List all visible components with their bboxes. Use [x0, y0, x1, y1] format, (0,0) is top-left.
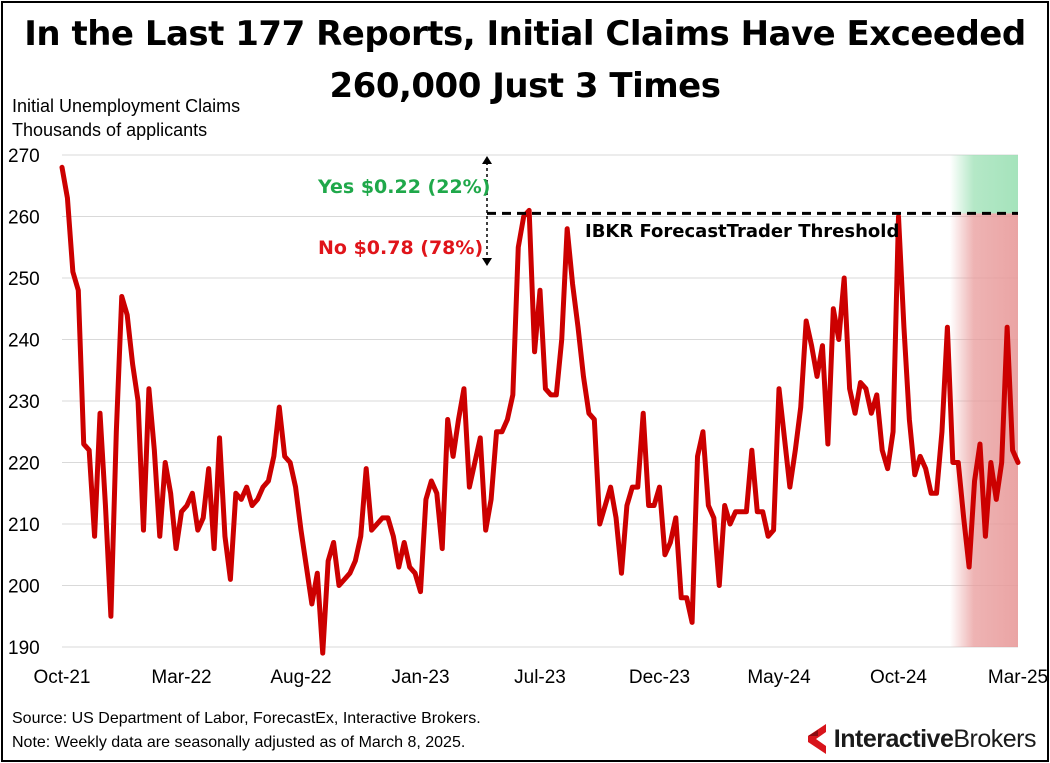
x-tick-label: Oct-24: [870, 667, 927, 688]
footer-notes: Source: US Department of Labor, Forecast…: [12, 707, 481, 755]
y-tick-label: 230: [8, 392, 40, 413]
x-tick-label: Mar-22: [151, 667, 211, 688]
chart-title: In the Last 177 Reports, Initial Claims …: [0, 8, 1050, 112]
y-axis-units-line2: Thousands of applicants: [12, 120, 208, 140]
y-tick-label: 240: [8, 331, 40, 352]
interactive-brokers-logo: InteractiveBrokers: [806, 722, 1036, 756]
x-tick-label: Jul-23: [514, 667, 566, 688]
grid-layer: [62, 154, 1018, 648]
no-zone: [950, 213, 1018, 648]
x-tick-label: May-24: [747, 667, 811, 688]
chart-title-line1: In the Last 177 Reports, Initial Claims …: [24, 14, 1026, 54]
yes-zone: [950, 155, 1018, 214]
probability-zones: [950, 155, 1018, 648]
arrow-up-head: [482, 156, 492, 164]
threshold-label: IBKR ForecastTrader Threshold: [585, 221, 900, 242]
axis-labels: 190 200 210 220 230 240 250 260 270 Oct-21 Mar-22 A…: [8, 146, 1048, 688]
x-tick-label: Aug-22: [270, 667, 331, 688]
y-tick-label: 190: [8, 638, 40, 659]
y-tick-label: 270: [8, 146, 40, 167]
ib-logo-icon: [807, 724, 826, 754]
y-tick-label: 220: [8, 454, 40, 475]
logo-wordmark-part1: Interactive: [833, 724, 954, 753]
y-tick-label: 200: [8, 577, 40, 598]
y-tick-label: 250: [8, 269, 40, 290]
chart-title-line2: 260,000 Just 3 Times: [329, 66, 721, 106]
x-tick-label: Jan-23: [391, 667, 449, 688]
footer-source: Source: US Department of Labor, Forecast…: [12, 710, 481, 727]
y-tick-label: 210: [8, 515, 40, 536]
threshold-annotation: [482, 156, 1018, 266]
logo-wordmark: InteractiveBrokers: [833, 724, 1037, 754]
x-tick-label: Dec-23: [629, 667, 690, 688]
y-tick-label: 260: [8, 208, 40, 229]
yes-price-label: Yes $0.22 (22%): [318, 176, 491, 198]
no-price-label: No $0.78 (78%): [318, 237, 484, 259]
y-axis-units: Initial Unemployment Claims Thousands of…: [12, 94, 240, 142]
footer-note: Note: Weekly data are seasonally adjuste…: [12, 734, 466, 751]
claims-series-line: [59, 164, 1021, 656]
y-axis-units-line1: Initial Unemployment Claims: [12, 96, 241, 116]
series-layer: [59, 164, 1021, 656]
arrow-down-head: [482, 258, 492, 266]
x-tick-label: Mar-25: [988, 667, 1048, 688]
logo-wordmark-part2: Brokers: [953, 724, 1036, 753]
x-tick-label: Oct-21: [33, 667, 90, 688]
